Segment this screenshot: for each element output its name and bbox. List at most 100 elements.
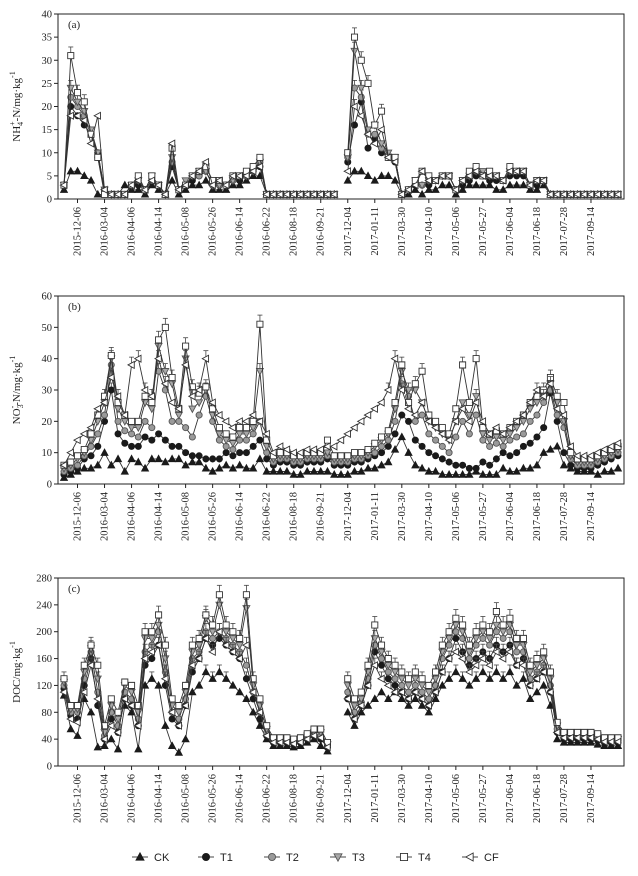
data-point-t3	[492, 621, 501, 630]
x-tick-label: 2017-07-28	[559, 774, 570, 823]
data-point-ck	[316, 466, 325, 475]
data-point-cf	[545, 379, 554, 388]
data-point-ck	[343, 175, 352, 184]
data-point-t3	[147, 405, 157, 414]
data-point-ck	[532, 185, 542, 193]
x-tick-label: 2017-06-18	[532, 774, 543, 823]
data-point-ck	[248, 463, 258, 472]
data-point-cf	[458, 654, 466, 663]
data-point-ck	[73, 166, 82, 175]
data-point-cf	[208, 647, 216, 657]
data-point-cf	[147, 392, 155, 401]
data-point-t1	[195, 452, 203, 460]
data-point-t2	[168, 417, 176, 425]
data-point-ck	[215, 463, 224, 472]
data-point-t4	[134, 417, 142, 425]
data-point-t4	[256, 695, 264, 703]
series-line-t1	[347, 101, 618, 196]
data-point-cf	[194, 167, 203, 176]
data-point-ck	[113, 744, 123, 753]
x-tick-label: 2017-01-11	[370, 774, 381, 823]
data-point-cf	[140, 385, 149, 395]
data-point-t4	[330, 452, 338, 460]
data-point-cf	[376, 125, 385, 134]
data-point-t4	[499, 621, 507, 629]
data-point-cf	[322, 442, 331, 451]
data-point-cf	[187, 171, 196, 181]
data-point-cf	[329, 190, 338, 199]
data-point-cf	[539, 667, 547, 677]
data-point-t4	[411, 668, 419, 676]
data-point-t3	[512, 424, 521, 433]
data-point-cf	[214, 176, 223, 185]
data-point-cf	[113, 392, 122, 401]
data-point-ck	[485, 180, 494, 189]
y-tick-label: 0	[47, 480, 52, 491]
data-point-t4	[465, 399, 473, 407]
data-point-cf	[336, 435, 345, 445]
series-line-cf	[63, 357, 619, 466]
data-point-t4	[560, 399, 568, 407]
data-point-t3	[255, 368, 265, 376]
data-point-t1	[445, 458, 453, 466]
data-point-cf	[66, 448, 74, 457]
x-tick-label: 2016-05-26	[208, 774, 219, 823]
data-point-ck	[309, 466, 319, 475]
x-tick-label: 2016-04-14	[154, 773, 165, 823]
data-point-t1	[155, 430, 163, 438]
data-point-t4	[357, 56, 365, 64]
data-point-cf	[525, 180, 534, 190]
data-point-ck	[73, 731, 82, 739]
data-point-cf	[586, 733, 595, 742]
data-point-t4	[384, 655, 392, 663]
data-point-ck	[174, 454, 184, 463]
data-point-t2	[195, 411, 203, 419]
data-point-ck	[559, 460, 569, 469]
data-point-cf	[505, 647, 514, 657]
data-point-t4	[195, 634, 203, 642]
data-point-cf	[444, 171, 453, 181]
legend-item-t1: T1	[198, 852, 233, 864]
data-point-cf	[458, 176, 466, 185]
data-point-t4	[182, 342, 190, 350]
data-point-ck	[330, 470, 339, 478]
legend-marker-t3	[333, 853, 343, 863]
data-point-cf	[532, 674, 541, 683]
data-point-t3	[350, 47, 359, 56]
data-point-cf	[241, 417, 250, 426]
data-point-cf	[99, 185, 108, 194]
data-point-ck	[505, 466, 515, 475]
x-tick-label: 2017-09-14	[586, 491, 597, 541]
data-point-t1	[182, 449, 190, 457]
data-point-cf	[140, 185, 149, 194]
data-point-t1	[384, 442, 392, 450]
data-point-t4	[465, 641, 473, 649]
data-point-ck	[343, 707, 352, 716]
data-point-cf	[72, 111, 81, 120]
data-point-t4	[418, 367, 426, 375]
data-point-t4	[479, 621, 487, 629]
data-point-cf	[451, 647, 460, 657]
data-point-ck	[411, 694, 420, 703]
y-tick-label: 40	[42, 735, 53, 746]
data-point-ck	[485, 674, 494, 682]
data-point-t4	[452, 614, 460, 622]
data-point-ck	[498, 185, 508, 193]
data-point-t4	[432, 668, 440, 676]
data-point-t4	[317, 725, 325, 733]
data-point-t1	[405, 417, 413, 425]
data-point-t4	[209, 405, 217, 413]
data-point-ck	[215, 667, 224, 676]
data-point-t2	[101, 411, 109, 419]
data-point-ck	[350, 466, 359, 475]
data-point-cf	[214, 627, 223, 636]
data-point-t4	[378, 107, 386, 115]
data-point-ck	[154, 454, 163, 463]
data-point-ck	[424, 185, 434, 193]
x-tick-label: 2015-12-06	[73, 207, 84, 256]
data-point-t3	[228, 440, 238, 448]
data-point-t4	[236, 424, 244, 432]
data-point-cf	[370, 139, 378, 148]
legend-item-cf: CF	[462, 852, 499, 864]
data-point-ck	[93, 742, 102, 751]
